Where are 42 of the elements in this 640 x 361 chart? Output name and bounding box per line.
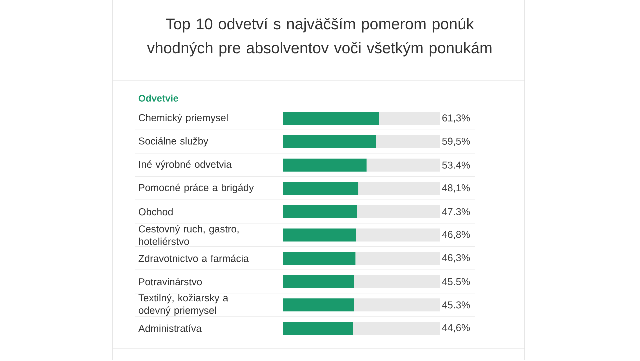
bar [354, 275, 440, 288]
y-tick-label: Chemický priemysel [139, 114, 228, 124]
bar [283, 252, 356, 266]
bar [353, 322, 440, 336]
y-tick-label: Cestovný ruch, gastro, hoteliérstvo [139, 225, 239, 246]
data-label: 61,3% [442, 114, 470, 123]
bar [283, 322, 354, 336]
y-tick-label: Zdravotnictvo a farmácia [138, 254, 250, 262]
y-axis-title: Odvetvie [138, 95, 178, 102]
data-label: 53.4% [442, 162, 470, 169]
bar [283, 275, 354, 288]
y-tick-label: Iné výrobné odvetvia [139, 160, 232, 170]
data-label: 45.3% [442, 302, 470, 309]
bar [356, 252, 440, 266]
bar [283, 136, 376, 149]
y-tick-label: Textilný, kožiarsky a odevný priemysel [138, 294, 229, 316]
data-label: 45.5% [442, 278, 470, 286]
bar [283, 112, 380, 126]
data-label: 46,3% [442, 254, 470, 263]
bar [357, 206, 440, 219]
data-label: 48,1% [442, 184, 470, 193]
y-tick-label: Pomocné práce a brigády [139, 184, 254, 194]
bar [358, 182, 440, 196]
bar [283, 158, 367, 172]
y-tick-label: Administratíva [138, 324, 202, 332]
bar [354, 298, 440, 312]
y-tick-label: Potravinárstvo [139, 278, 202, 286]
bar [283, 182, 359, 196]
bar [283, 228, 356, 242]
bar [283, 298, 354, 312]
chart-title: Top 10 odvetví s najväčším pomerom ponúk vhodných pre absolventov voči všetkým ponukám [147, 18, 492, 57]
y-tick-label: Obchod [139, 208, 173, 216]
bar [366, 158, 440, 172]
bar [379, 112, 440, 126]
data-label: 46,8% [442, 231, 470, 240]
y-tick-label: Sociálne služby [138, 137, 209, 147]
bar [376, 136, 440, 149]
data-label: 44,6% [442, 324, 470, 333]
data-label: 47.3% [442, 208, 470, 216]
bar [283, 206, 358, 219]
bar [356, 228, 440, 242]
data-label: 59,5% [442, 138, 470, 146]
